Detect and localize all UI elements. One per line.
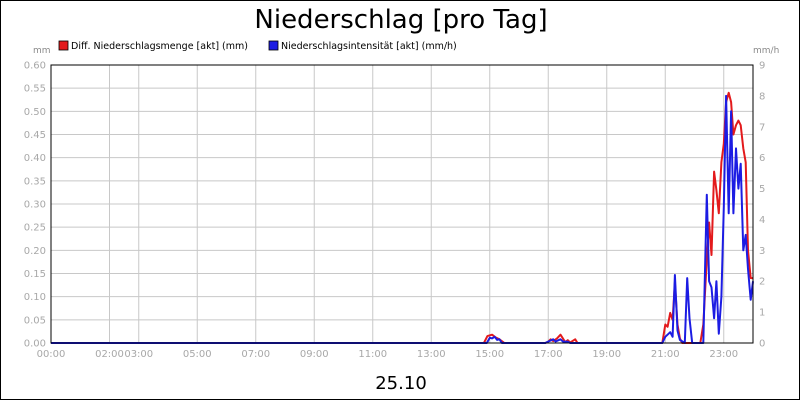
y-left-tick-label: 0.60 — [24, 61, 46, 72]
x-tick-label: 13:00 — [417, 349, 446, 360]
x-tick-label: 07:00 — [241, 349, 270, 360]
y-left-tick-label: 0.55 — [24, 84, 46, 95]
x-tick-label: 15:00 — [475, 349, 504, 360]
y-right-tick-label: 8 — [759, 91, 765, 102]
y-left-tick-label: 0.50 — [24, 107, 46, 118]
y-right-tick-label: 7 — [759, 122, 765, 133]
y-right-unit: mm/h — [753, 46, 779, 56]
y-right-tick-label: 3 — [759, 246, 765, 257]
y-left-tick-label: 0.45 — [24, 130, 46, 141]
legend-label-menge: Diff. Niederschlagsmenge [akt] (mm) — [71, 41, 248, 52]
series-lines — [51, 91, 754, 344]
legend-swatch-red — [58, 40, 69, 51]
y-left-tick-label: 0.15 — [24, 269, 46, 280]
series-line-intensitaet — [51, 94, 754, 344]
y-left-tick-label: 0.05 — [24, 315, 46, 326]
y-left-tick-label: 0.40 — [24, 153, 46, 164]
y-right-axis: 0 1 2 3 4 5 6 7 8 9 — [759, 61, 765, 350]
series-line-menge — [51, 91, 753, 344]
plot-border — [50, 64, 754, 344]
x-tick-label: 19:00 — [592, 349, 621, 360]
x-tick-label: 02:00 — [95, 349, 124, 360]
x-tick-label: 23:00 — [709, 349, 738, 360]
x-tick-label: 05:00 — [183, 349, 212, 360]
y-left-tick-label: 0.30 — [24, 200, 46, 211]
legend: Diff. Niederschlagsmenge [akt] (mm) Nied… — [58, 40, 457, 52]
y-left-axis: 0.00 0.05 0.10 0.15 0.20 0.25 0.30 0.35 0.40 0.45… — [24, 61, 46, 350]
y-right-tick-label: 4 — [759, 215, 765, 226]
y-left-tick-label: 0.10 — [24, 292, 46, 303]
x-tick-label: 00:00 — [37, 349, 66, 360]
y-right-tick-label: 5 — [759, 184, 765, 195]
y-left-tick-label: 0.00 — [24, 339, 46, 350]
y-right-tick-label: 9 — [759, 61, 765, 72]
y-left-unit: mm — [33, 46, 51, 56]
y-right-tick-label: 6 — [759, 153, 765, 164]
y-right-tick-label: 0 — [759, 339, 765, 350]
x-tick-label: 03:00 — [124, 349, 153, 360]
y-right-tick-label: 1 — [759, 308, 765, 319]
x-tick-label: 11:00 — [358, 349, 387, 360]
x-tick-label: 21:00 — [651, 349, 680, 360]
y-left-tick-label: 0.20 — [24, 246, 46, 257]
date-label: 25.10 — [375, 373, 427, 394]
chart-title: Niederschlag [pro Tag] — [254, 5, 547, 35]
y-left-tick-label: 0.25 — [24, 223, 46, 234]
x-axis: 00:00 02:00 03:00 05:00 07:00 09:00 11:00 13:00… — [37, 349, 739, 360]
y-right-tick-label: 2 — [759, 277, 765, 288]
legend-label-intensitaet: Niederschlagsintensität [akt] (mm/h) — [281, 41, 457, 52]
y-left-tick-label: 0.35 — [24, 176, 46, 187]
x-tick-label: 09:00 — [300, 349, 329, 360]
legend-swatch-blue — [268, 40, 279, 51]
x-tick-label: 17:00 — [534, 349, 563, 360]
grid — [50, 64, 753, 344]
